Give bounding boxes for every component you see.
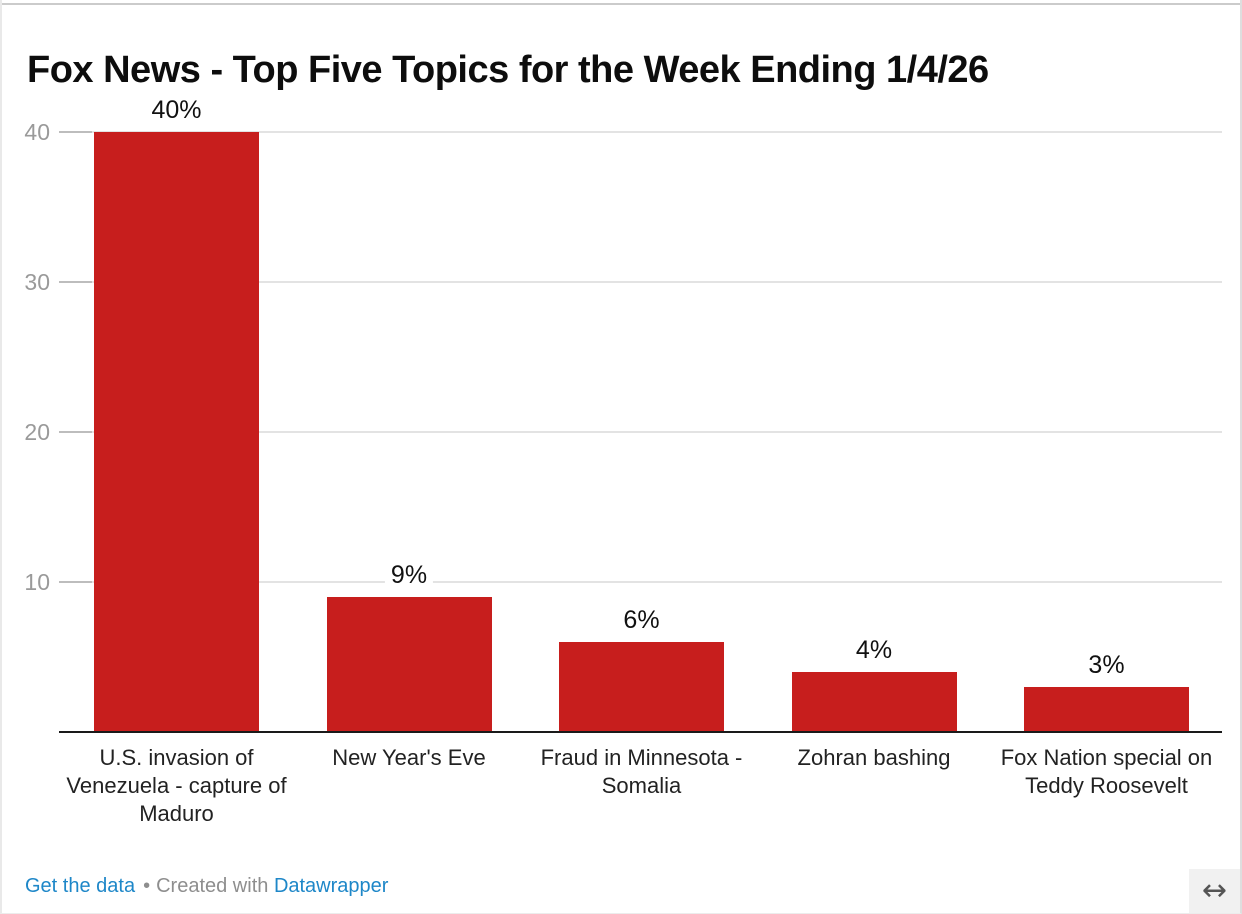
- bar-value-label: 3%: [1082, 651, 1131, 679]
- category-label: Zohran bashing: [797, 745, 951, 770]
- category-label: Fraud in Minnesota - Somalia: [540, 745, 743, 798]
- bar-value-label: 4%: [849, 636, 899, 664]
- get-the-data-link[interactable]: Get the data: [25, 875, 136, 897]
- y-axis-tick: [59, 581, 92, 583]
- y-axis-tick: [59, 281, 92, 283]
- resize-horizontal-arrow-icon: ↔: [1201, 873, 1228, 908]
- y-axis-tick: [59, 431, 92, 433]
- gridline: [59, 131, 1222, 133]
- expand-button[interactable]: ↔: [1189, 869, 1240, 913]
- gridline: [59, 281, 1222, 283]
- bar: [791, 672, 957, 732]
- y-axis-tick-label: 30: [24, 269, 50, 295]
- chart-footer: Get the data • Created with Datawrapper: [25, 872, 388, 900]
- gridline: [59, 431, 1222, 433]
- category-label: New Year's Eve: [332, 745, 486, 770]
- bar: [1024, 687, 1189, 732]
- bar-value-label: 40%: [145, 96, 208, 124]
- bar-value-label: 9%: [384, 561, 434, 589]
- x-axis-line: [59, 731, 1222, 733]
- gridline: [59, 581, 1222, 583]
- chart-title: Fox News - Top Five Topics for the Week …: [27, 49, 989, 92]
- top-divider: [2, 3, 1240, 5]
- bar: [559, 642, 724, 732]
- y-axis-tick-label: 10: [24, 569, 50, 595]
- created-with-text: Created with: [156, 875, 269, 897]
- category-label: Fox Nation special on Teddy Roosevelt: [1000, 745, 1213, 798]
- bar-value-label: 6%: [617, 606, 666, 634]
- footer-separator: •: [143, 875, 151, 897]
- y-axis-tick: [59, 131, 92, 133]
- bar: [94, 132, 259, 732]
- category-label: U.S. invasion of Venezuela - capture of …: [66, 745, 287, 826]
- y-axis-tick-label: 40: [24, 119, 50, 145]
- y-axis-tick-label: 20: [24, 419, 50, 445]
- datawrapper-link[interactable]: Datawrapper: [273, 875, 389, 897]
- bar: [326, 597, 492, 732]
